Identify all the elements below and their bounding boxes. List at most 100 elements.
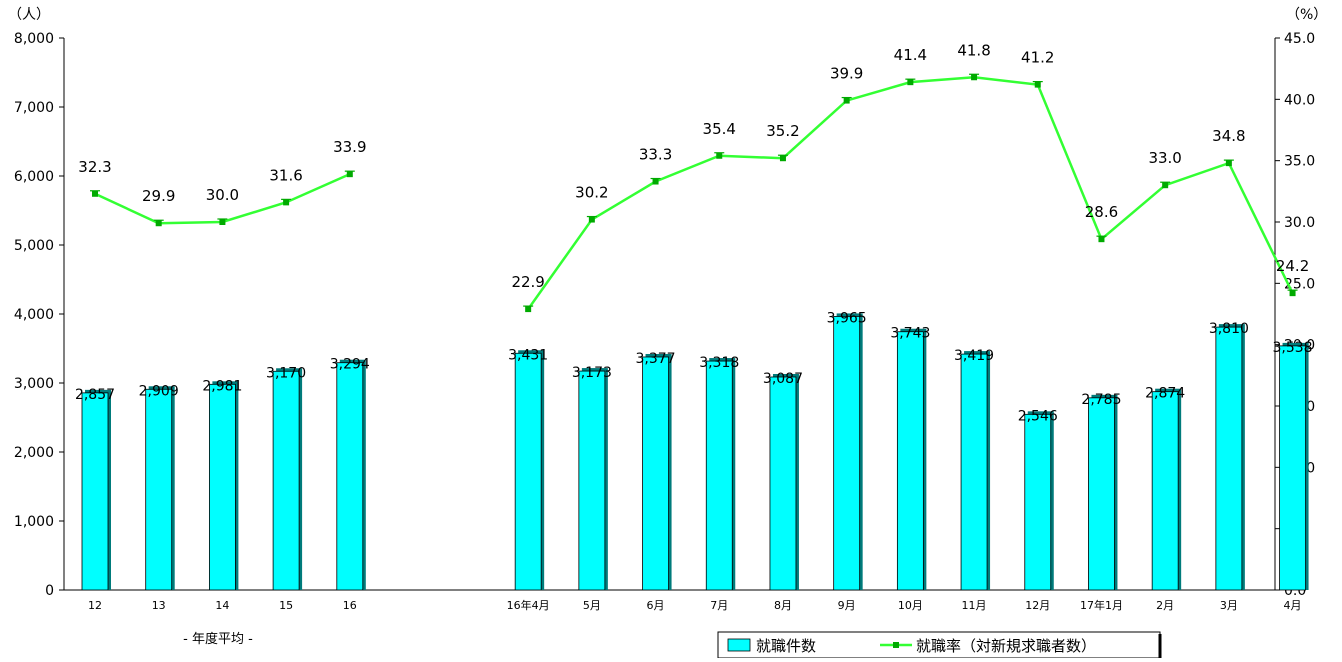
bar-9月 — [833, 316, 861, 591]
bar-2月 — [1151, 391, 1179, 591]
y-left-tick-label: 5,000 — [14, 238, 54, 254]
line-point — [92, 190, 98, 197]
bar-value-label: 2,785 — [1081, 392, 1121, 408]
bar-value-label: 3,743 — [890, 326, 930, 342]
line-value-label: 33.0 — [1148, 149, 1181, 167]
group-label: - 年度平均 - — [183, 631, 253, 647]
bar-12月 — [1024, 413, 1052, 591]
line-point — [652, 178, 659, 185]
bar-12 — [81, 392, 109, 591]
line-point — [1289, 290, 1296, 297]
line-segment-monthly — [527, 75, 1294, 310]
bar-7月 — [705, 360, 733, 591]
line-value-label: 30.0 — [206, 186, 239, 204]
line-point — [843, 97, 850, 104]
y-left-tick-label: 6,000 — [14, 169, 54, 185]
bar-value-label: 3,318 — [699, 355, 739, 371]
x-tick-label: 7月 — [710, 599, 728, 612]
line-point — [1225, 160, 1232, 167]
y-left-tick-label: 2,000 — [14, 445, 54, 461]
x-tick-label: 16年4月 — [507, 598, 550, 612]
bar-14 — [208, 383, 236, 591]
y-left-unit: （人） — [8, 7, 50, 23]
bar-value-label: 2,874 — [1145, 386, 1185, 402]
line-value-label: 31.6 — [269, 166, 302, 184]
bar-15 — [272, 370, 300, 591]
line-value-label: 24.2 — [1276, 257, 1309, 275]
line-value-label: 33.3 — [639, 146, 672, 164]
bar-value-label: 3,419 — [954, 348, 994, 364]
line-point — [716, 152, 723, 159]
y-left-tick-label: 1,000 — [14, 514, 54, 530]
bar-value-label: 3,087 — [763, 371, 803, 387]
bar-3月 — [1215, 326, 1243, 591]
legend-line-label: 就職率（対新規求職者数） — [916, 637, 1096, 655]
bar-5月 — [578, 370, 606, 591]
bar-value-label: 3,377 — [636, 351, 676, 367]
bar-value-label: 2,981 — [202, 378, 242, 394]
line-value-label: 33.9 — [333, 138, 366, 156]
line-point — [525, 306, 532, 313]
line-value-label: 35.4 — [703, 120, 736, 138]
line-value-label: 22.9 — [511, 273, 544, 291]
line-point — [155, 220, 162, 227]
bar-16年4月 — [514, 352, 542, 591]
x-tick-label: 6月 — [647, 599, 665, 612]
line-value-label: 32.3 — [78, 158, 111, 176]
line-point — [1098, 236, 1105, 243]
line-value-label: 35.2 — [766, 122, 799, 140]
x-tick-label: 12 — [88, 599, 102, 612]
y-right-tick-label: 45.0 — [1284, 31, 1315, 47]
bar-6月 — [642, 356, 669, 591]
x-tick-label: 14 — [215, 599, 229, 612]
x-tick-label: 15 — [279, 599, 293, 612]
bar-value-label: 3,538 — [1273, 340, 1313, 356]
bar-value-label: 3,810 — [1209, 321, 1249, 337]
x-tick-label: 9月 — [838, 599, 856, 612]
line-point — [907, 79, 914, 86]
legend-bar-swatch — [727, 638, 751, 652]
bar-value-label: 2,857 — [75, 387, 115, 403]
bar-value-label: 3,294 — [330, 357, 370, 373]
line-value-label: 28.6 — [1085, 203, 1118, 221]
bar-17年1月 — [1088, 397, 1115, 591]
y-left-tick-label: 4,000 — [14, 307, 54, 323]
bar-value-label: 3,173 — [572, 365, 612, 381]
line-value-label: 41.2 — [1021, 49, 1054, 67]
x-tick-label: 2月 — [1156, 599, 1174, 612]
line-point — [283, 199, 290, 206]
line-point — [1162, 182, 1169, 189]
y-right-tick-label: 40.0 — [1284, 92, 1315, 108]
line-value-label: 41.4 — [894, 46, 927, 64]
line-point — [588, 216, 595, 223]
line-value-label: 34.8 — [1212, 127, 1245, 145]
y-left-tick-label: 8,000 — [14, 31, 54, 47]
bar-value-label: 3,965 — [827, 310, 867, 326]
bar-16 — [336, 362, 364, 591]
line-point — [971, 74, 978, 81]
line-point — [346, 171, 353, 178]
x-tick-label: 11月 — [962, 599, 987, 612]
x-tick-label: 5月 — [583, 599, 601, 612]
bar-10月 — [896, 331, 924, 591]
line-value-label: 30.2 — [575, 184, 608, 202]
bar-value-label: 2,909 — [139, 383, 179, 399]
x-tick-label: 10月 — [898, 599, 923, 612]
x-tick-label: 3月 — [1220, 599, 1238, 612]
y-right-tick-label: 25.0 — [1284, 276, 1315, 292]
legend-line-marker — [893, 642, 899, 648]
line-point — [219, 219, 226, 225]
bar-value-label: 2,546 — [1018, 408, 1058, 424]
line-value-label: 39.9 — [830, 65, 863, 83]
x-tick-label: 17年1月 — [1080, 598, 1123, 612]
y-right-unit: （%） — [1286, 7, 1327, 23]
y-right-tick-label: 30.0 — [1284, 215, 1315, 231]
bar-11月 — [960, 353, 988, 591]
bar-value-label: 3,170 — [266, 365, 306, 381]
x-tick-label: 8月 — [774, 599, 792, 612]
x-tick-label: 13 — [152, 599, 166, 612]
y-left-tick-label: 7,000 — [14, 100, 54, 116]
y-right-tick-label: 35.0 — [1284, 154, 1315, 170]
